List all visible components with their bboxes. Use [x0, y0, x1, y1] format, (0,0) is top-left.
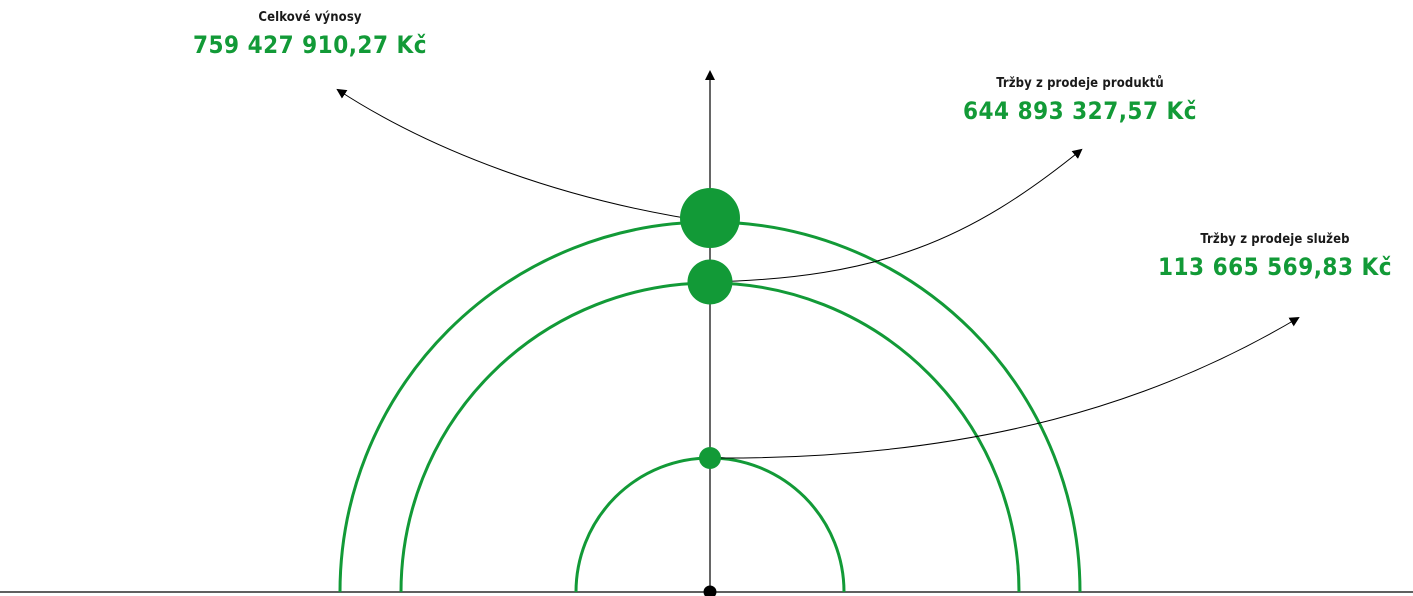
value-product-sales: 644 893 327,57 Kč [962, 97, 1198, 125]
origin-dot [703, 585, 717, 596]
callout-total-revenue: Celkové výnosy 759 427 910,27 Kč [190, 10, 430, 59]
node-services [699, 447, 721, 469]
node-products [687, 259, 733, 305]
callout-product-sales: Tržby z prodeje produktů 644 893 327,57 … [950, 76, 1210, 125]
callout-service-sales: Tržby z prodeje služeb 113 665 569,83 Kč [1150, 232, 1400, 281]
arrow-total [336, 88, 711, 223]
arrow-products [709, 148, 1083, 283]
value-total-revenue: 759 427 910,27 Kč [192, 31, 428, 59]
arrow-services [709, 316, 1300, 459]
label-service-sales: Tržby z prodeje služeb [1200, 232, 1350, 247]
label-product-sales: Tržby z prodeje produktů [996, 76, 1164, 91]
label-total-revenue: Celkové výnosy [258, 10, 362, 25]
value-service-sales: 113 665 569,83 Kč [1157, 253, 1393, 281]
node-total [680, 188, 740, 248]
